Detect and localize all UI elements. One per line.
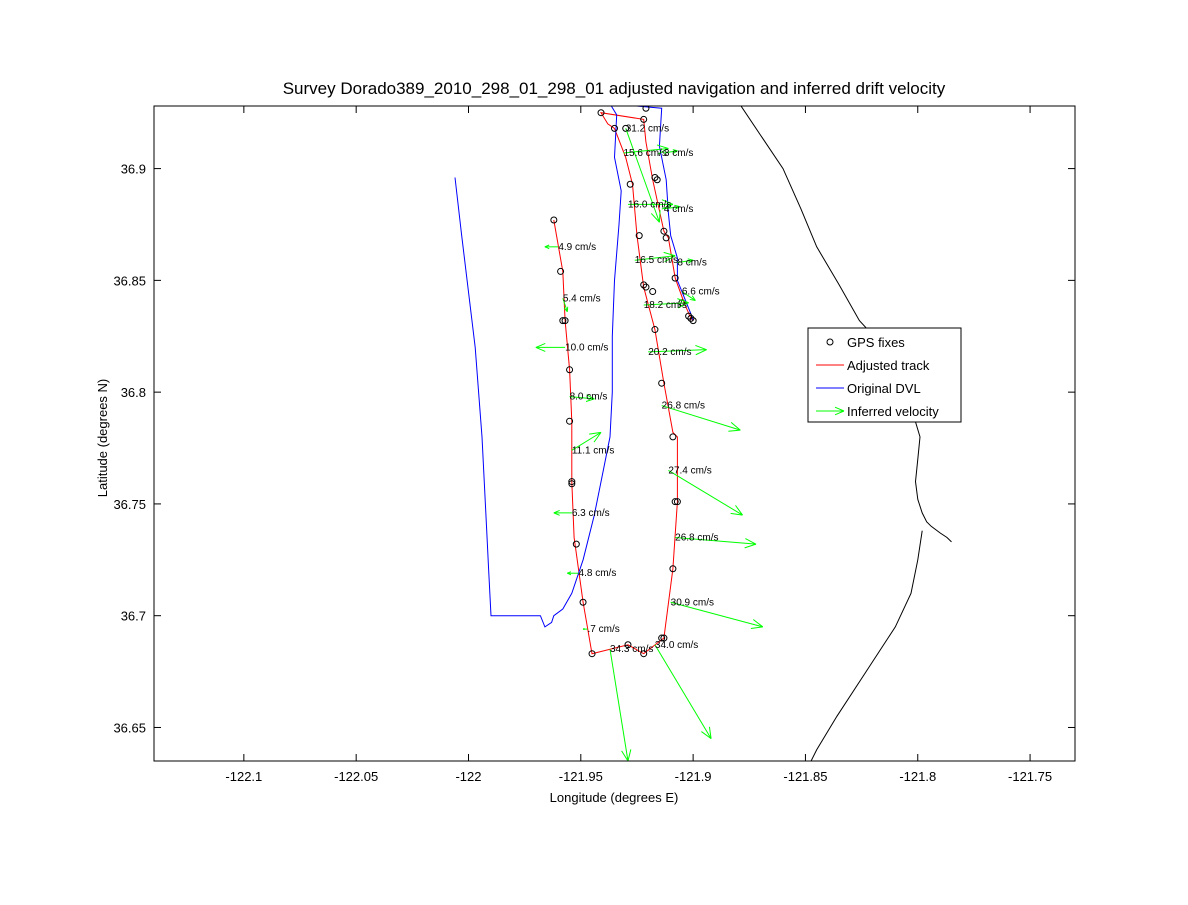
legend-label: Adjusted track — [847, 358, 930, 373]
legend-label: Inferred velocity — [847, 404, 939, 419]
velocity-label: 3 cm/s — [664, 148, 693, 159]
velocity-label: 4.8 cm/s — [579, 568, 617, 579]
y-tick-label: 36.85 — [113, 273, 146, 288]
y-tick-label: 36.65 — [113, 720, 146, 735]
velocity-label: 8.0 cm/s — [570, 392, 608, 403]
y-axis-label: Latitude (degrees N) — [95, 379, 110, 498]
y-tick-label: 36.9 — [121, 162, 146, 177]
velocity-arrow-head — [583, 628, 584, 629]
y-tick-label: 36.8 — [121, 385, 146, 400]
x-tick-label: -121.8 — [899, 769, 936, 784]
velocity-label: 10.0 cm/s — [565, 342, 608, 353]
velocity-label: 8 cm/s — [677, 257, 706, 268]
x-tick-label: -122.05 — [334, 769, 378, 784]
y-tick-label: 36.75 — [113, 497, 146, 512]
velocity-label: 20.2 cm/s — [648, 347, 691, 358]
velocity-label: 5.4 cm/s — [563, 293, 601, 304]
legend: GPS fixes Adjusted track Original DVL Infer… — [808, 328, 961, 422]
velocity-label: 15.6 cm/s — [623, 148, 666, 159]
x-axis-label: Longitude (degrees E) — [550, 790, 679, 805]
velocity-label: 6.6 cm/s — [682, 287, 720, 298]
velocity-label: .7 cm/s — [588, 624, 620, 635]
x-tick-label: -122 — [455, 769, 481, 784]
velocity-label: 6.3 cm/s — [572, 508, 610, 519]
velocity-label: 31.2 cm/s — [626, 123, 669, 134]
legend-label: Original DVL — [847, 381, 921, 396]
x-tick-label: -121.9 — [675, 769, 712, 784]
velocity-arrow-head — [659, 210, 660, 222]
velocity-label: 4 cm/s — [664, 204, 693, 215]
legend-label: GPS fixes — [847, 335, 905, 350]
velocity-label: 34.3 cm/s — [610, 644, 653, 655]
x-tick-label: -122.1 — [225, 769, 262, 784]
velocity-label: 4.9 cm/s — [558, 242, 596, 253]
x-tick-label: -121.95 — [559, 769, 603, 784]
velocity-label: 34.0 cm/s — [655, 640, 698, 651]
y-tick-label: 36.7 — [121, 609, 146, 624]
velocity-label: 11.1 cm/s — [572, 445, 615, 456]
velocity-label: 16.5 cm/s — [635, 255, 678, 266]
x-tick-label: -121.75 — [1008, 769, 1052, 784]
velocity-label: 26.8 cm/s — [662, 401, 705, 412]
velocity-label: 27.4 cm/s — [668, 465, 711, 476]
chart-title: Survey Dorado389_2010_298_01_298_01 adju… — [283, 79, 946, 98]
velocity-label: 18.2 cm/s — [644, 300, 687, 311]
velocity-label: 30.9 cm/s — [671, 597, 714, 608]
velocity-label: 26.8 cm/s — [675, 532, 718, 543]
x-tick-label: -121.85 — [783, 769, 827, 784]
